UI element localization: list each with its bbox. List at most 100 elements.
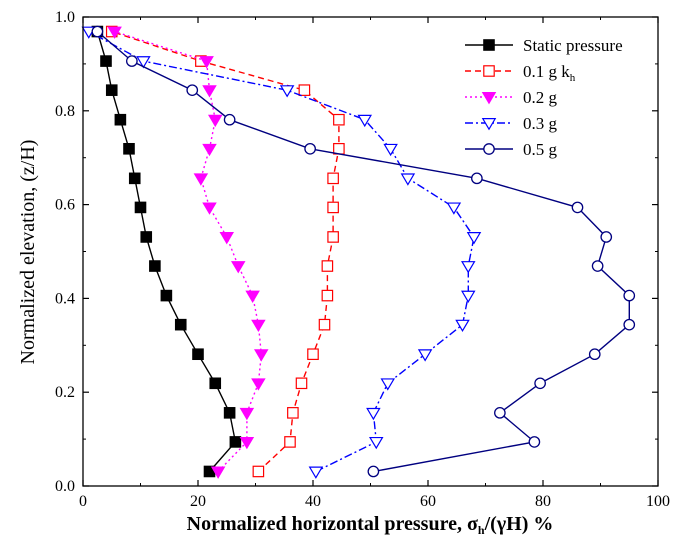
data-point	[209, 377, 222, 390]
data-point	[202, 143, 217, 157]
data-point	[245, 290, 260, 303]
data-point	[461, 261, 476, 274]
x-tick-label: 0	[79, 493, 87, 510]
data-point	[91, 25, 104, 38]
data-point	[287, 407, 299, 419]
data-point	[223, 113, 236, 126]
data-point	[327, 231, 339, 243]
data-point	[366, 407, 381, 421]
data-point	[251, 378, 266, 391]
data-point	[202, 85, 217, 98]
y-tick-label: 0.0	[55, 478, 75, 495]
legend-item: Static pressure	[465, 36, 623, 55]
data-point	[210, 466, 226, 479]
y-tick-label: 0.4	[55, 290, 75, 307]
data-point	[100, 55, 112, 67]
x-axis-title-sigma: σ	[467, 513, 478, 535]
legend-label: 0.3 g	[523, 114, 558, 133]
data-point	[193, 173, 209, 186]
data-point	[333, 142, 345, 155]
series-line	[96, 31, 237, 472]
data-point	[136, 56, 151, 69]
tick-marks	[82, 16, 659, 487]
data-point	[307, 348, 319, 361]
legend-label: 0.1 g kh	[523, 62, 576, 84]
data-point	[149, 260, 161, 272]
data-point	[219, 232, 234, 245]
data-point	[134, 201, 147, 214]
y-tick-label: 0.2	[55, 384, 75, 401]
data-point	[298, 84, 311, 96]
data-point	[591, 260, 604, 272]
y-axis-title: Normalized elevation, (z/H)	[17, 140, 39, 365]
legend: Static pressure 0.1 g kh 0.2 g 0.3 g 0.5 g	[465, 36, 623, 159]
data-point	[128, 172, 141, 185]
data-point	[186, 84, 199, 97]
data-point	[254, 349, 269, 362]
data-point	[400, 173, 416, 186]
x-tick-label: 20	[190, 493, 206, 510]
data-point	[600, 231, 613, 243]
series-line	[114, 30, 263, 472]
x-axis-title-main: Normalized horizontal pressure,	[187, 513, 467, 535]
data-point	[571, 201, 584, 214]
data-point	[126, 55, 138, 67]
x-tick-label: 60	[420, 493, 436, 510]
legend-label: Static pressure	[523, 36, 623, 55]
series-4	[91, 25, 636, 478]
data-point	[114, 113, 127, 126]
data-point	[369, 436, 384, 450]
data-point	[174, 318, 187, 331]
legend-marker	[483, 39, 495, 51]
data-point	[231, 261, 246, 274]
data-point	[327, 172, 339, 185]
data-point	[380, 378, 395, 391]
legend-item: 0.2 g	[465, 88, 558, 107]
series-layer	[81, 25, 636, 479]
data-point	[192, 348, 204, 361]
legend-marker	[483, 65, 495, 77]
y-tick-label: 0.8	[55, 103, 75, 120]
data-point	[239, 407, 255, 421]
x-axis-title: Normalized horizontal pressure, σh/(γH) …	[187, 513, 554, 537]
data-point	[107, 26, 122, 39]
data-point	[202, 202, 217, 215]
data-point	[295, 377, 308, 390]
data-point	[308, 466, 324, 479]
data-point	[461, 290, 476, 303]
data-point	[367, 465, 380, 478]
data-point	[494, 406, 506, 419]
data-point	[252, 465, 265, 478]
data-point	[229, 436, 242, 448]
data-point	[357, 114, 372, 128]
data-point	[321, 289, 334, 302]
series-line	[96, 30, 630, 473]
data-point	[471, 172, 483, 185]
y-tick-label: 1.0	[55, 9, 75, 26]
x-axis-title-tail: /(γH) %	[484, 513, 554, 535]
data-point	[251, 319, 266, 333]
legend-label: 0.5 g	[523, 140, 558, 159]
legend-item: 0.3 g	[465, 114, 558, 133]
data-point	[105, 84, 118, 96]
data-point	[455, 319, 470, 333]
data-point	[223, 407, 236, 419]
series-2	[107, 26, 269, 479]
tick-labels: 0 20 40 60 80 100 0.0 0.2 0.4 0.6 0.8 1.0	[55, 9, 670, 510]
data-point	[123, 142, 135, 155]
data-point	[304, 142, 316, 155]
data-point	[327, 201, 339, 214]
data-point	[534, 377, 546, 390]
data-point	[383, 143, 398, 157]
legend-marker	[481, 92, 497, 105]
data-point	[528, 436, 541, 448]
data-point	[239, 436, 255, 450]
data-point	[140, 231, 153, 243]
series-3	[81, 26, 482, 479]
legend-label: 0.2 g	[523, 88, 558, 107]
data-point	[623, 289, 636, 302]
x-axis-title-sub: h	[478, 523, 485, 537]
plot-frame	[82, 16, 659, 487]
data-point	[623, 318, 636, 331]
